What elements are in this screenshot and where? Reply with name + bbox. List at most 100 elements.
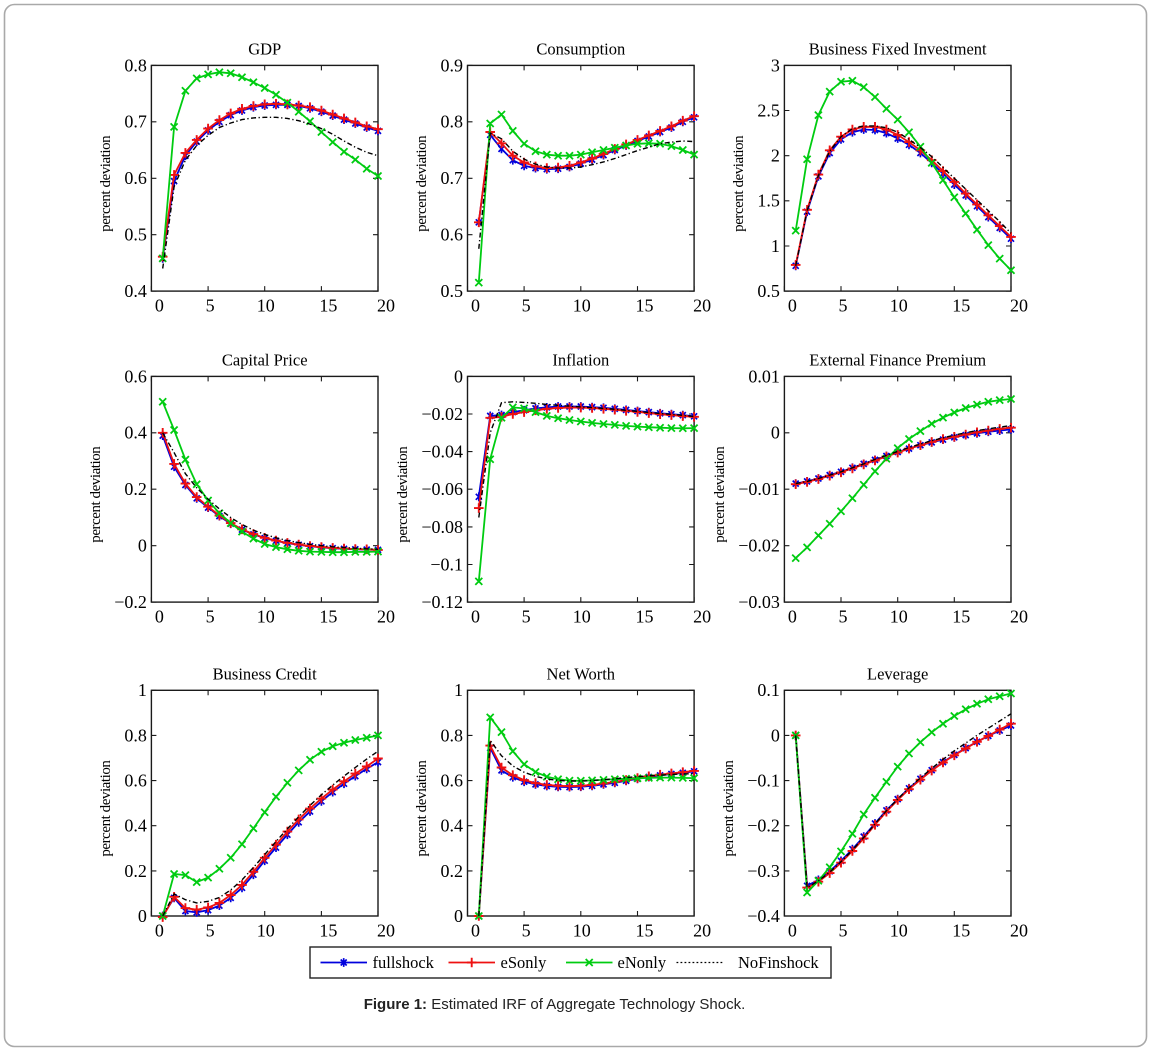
svg-text:−0.4: −0.4 — [747, 906, 780, 926]
svg-text:1: 1 — [771, 236, 780, 256]
svg-text:5: 5 — [206, 921, 215, 941]
svg-text:20: 20 — [693, 921, 711, 941]
svg-text:0.8: 0.8 — [441, 725, 464, 745]
svg-text:20: 20 — [377, 607, 395, 627]
svg-text:0.2: 0.2 — [124, 479, 147, 499]
svg-text:15: 15 — [952, 921, 970, 941]
svg-text:Figure 1: Estimated IRF of Agg: Figure 1: Estimated IRF of Aggregate Tec… — [364, 996, 746, 1013]
svg-text:10: 10 — [890, 296, 908, 316]
svg-text:0.5: 0.5 — [757, 281, 780, 301]
svg-text:15: 15 — [952, 607, 970, 627]
svg-text:20: 20 — [1010, 921, 1028, 941]
svg-text:−0.03: −0.03 — [738, 592, 780, 612]
svg-text:−0.1: −0.1 — [747, 771, 780, 791]
svg-text:10: 10 — [257, 921, 275, 941]
svg-text:10: 10 — [257, 296, 275, 316]
svg-text:0.1: 0.1 — [757, 680, 780, 700]
svg-text:−0.08: −0.08 — [421, 517, 463, 537]
svg-text:10: 10 — [257, 607, 275, 627]
svg-text:Inflation: Inflation — [552, 351, 609, 370]
svg-text:5: 5 — [839, 607, 848, 627]
svg-text:Capital Price: Capital Price — [222, 351, 308, 370]
svg-text:NoFinshock: NoFinshock — [738, 953, 819, 972]
svg-text:−0.02: −0.02 — [738, 536, 780, 556]
svg-text:15: 15 — [636, 607, 654, 627]
svg-text:10: 10 — [890, 921, 908, 941]
svg-text:0.5: 0.5 — [124, 225, 147, 245]
svg-text:5: 5 — [522, 921, 531, 941]
svg-text:1.5: 1.5 — [757, 191, 780, 211]
svg-text:2.5: 2.5 — [757, 100, 780, 120]
svg-text:0: 0 — [155, 607, 164, 627]
svg-text:15: 15 — [319, 296, 337, 316]
svg-text:0: 0 — [471, 607, 480, 627]
svg-text:External Finance Premium: External Finance Premium — [809, 351, 986, 370]
svg-text:1: 1 — [454, 680, 463, 700]
svg-text:0: 0 — [788, 921, 797, 941]
svg-text:0.4: 0.4 — [124, 816, 147, 836]
svg-text:percent deviation: percent deviation — [414, 135, 430, 232]
svg-text:20: 20 — [693, 296, 711, 316]
svg-text:20: 20 — [693, 607, 711, 627]
svg-text:0.6: 0.6 — [124, 366, 147, 386]
svg-text:10: 10 — [890, 607, 908, 627]
svg-text:1: 1 — [138, 680, 147, 700]
svg-text:3: 3 — [771, 55, 780, 75]
svg-text:20: 20 — [377, 921, 395, 941]
svg-text:0.6: 0.6 — [124, 771, 147, 791]
svg-text:10: 10 — [573, 921, 591, 941]
svg-text:0.8: 0.8 — [441, 112, 464, 132]
svg-text:0: 0 — [454, 366, 463, 386]
svg-text:0.8: 0.8 — [124, 725, 147, 745]
svg-text:15: 15 — [636, 921, 654, 941]
svg-text:5: 5 — [839, 921, 848, 941]
svg-text:20: 20 — [1010, 607, 1028, 627]
svg-text:percent deviation: percent deviation — [731, 135, 747, 232]
svg-text:Business Fixed Investment: Business Fixed Investment — [809, 40, 987, 59]
svg-text:0.8: 0.8 — [124, 55, 147, 75]
svg-text:0.4: 0.4 — [441, 816, 464, 836]
svg-text:−0.12: −0.12 — [421, 592, 463, 612]
svg-text:percent deviation: percent deviation — [721, 760, 737, 857]
svg-text:−0.3: −0.3 — [747, 861, 780, 881]
svg-text:0: 0 — [138, 906, 147, 926]
svg-text:5: 5 — [522, 296, 531, 316]
svg-text:−0.1: −0.1 — [430, 554, 463, 574]
svg-text:fullshock: fullshock — [373, 953, 435, 972]
svg-text:20: 20 — [1010, 296, 1028, 316]
svg-text:0.9: 0.9 — [441, 55, 464, 75]
svg-text:5: 5 — [206, 607, 215, 627]
svg-text:0.2: 0.2 — [441, 861, 464, 881]
svg-text:15: 15 — [319, 607, 337, 627]
svg-text:2: 2 — [771, 146, 780, 166]
svg-text:15: 15 — [319, 921, 337, 941]
svg-text:percent deviation: percent deviation — [712, 446, 728, 543]
svg-text:0.6: 0.6 — [124, 168, 147, 188]
svg-text:percent deviation: percent deviation — [98, 760, 114, 857]
svg-text:0: 0 — [454, 906, 463, 926]
svg-text:percent deviation: percent deviation — [98, 135, 114, 232]
svg-text:0.6: 0.6 — [441, 225, 464, 245]
svg-text:Business Credit: Business Credit — [213, 665, 317, 684]
svg-text:0: 0 — [155, 296, 164, 316]
svg-text:−0.2: −0.2 — [747, 816, 780, 836]
svg-text:0: 0 — [771, 725, 780, 745]
svg-text:5: 5 — [206, 296, 215, 316]
svg-text:−0.04: −0.04 — [421, 442, 463, 462]
svg-text:0: 0 — [471, 296, 480, 316]
svg-text:15: 15 — [952, 296, 970, 316]
svg-text:5: 5 — [839, 296, 848, 316]
svg-text:−0.06: −0.06 — [421, 479, 463, 499]
svg-text:0: 0 — [155, 921, 164, 941]
svg-text:percent deviation: percent deviation — [414, 760, 430, 857]
svg-text:0.7: 0.7 — [441, 168, 464, 188]
svg-text:0: 0 — [138, 536, 147, 556]
svg-text:0: 0 — [788, 296, 797, 316]
svg-text:10: 10 — [573, 296, 591, 316]
svg-text:10: 10 — [573, 607, 591, 627]
svg-text:5: 5 — [522, 607, 531, 627]
svg-text:0.4: 0.4 — [124, 423, 147, 443]
svg-text:0.01: 0.01 — [748, 366, 780, 386]
svg-text:percent deviation: percent deviation — [88, 446, 104, 543]
svg-text:percent deviation: percent deviation — [395, 446, 411, 543]
